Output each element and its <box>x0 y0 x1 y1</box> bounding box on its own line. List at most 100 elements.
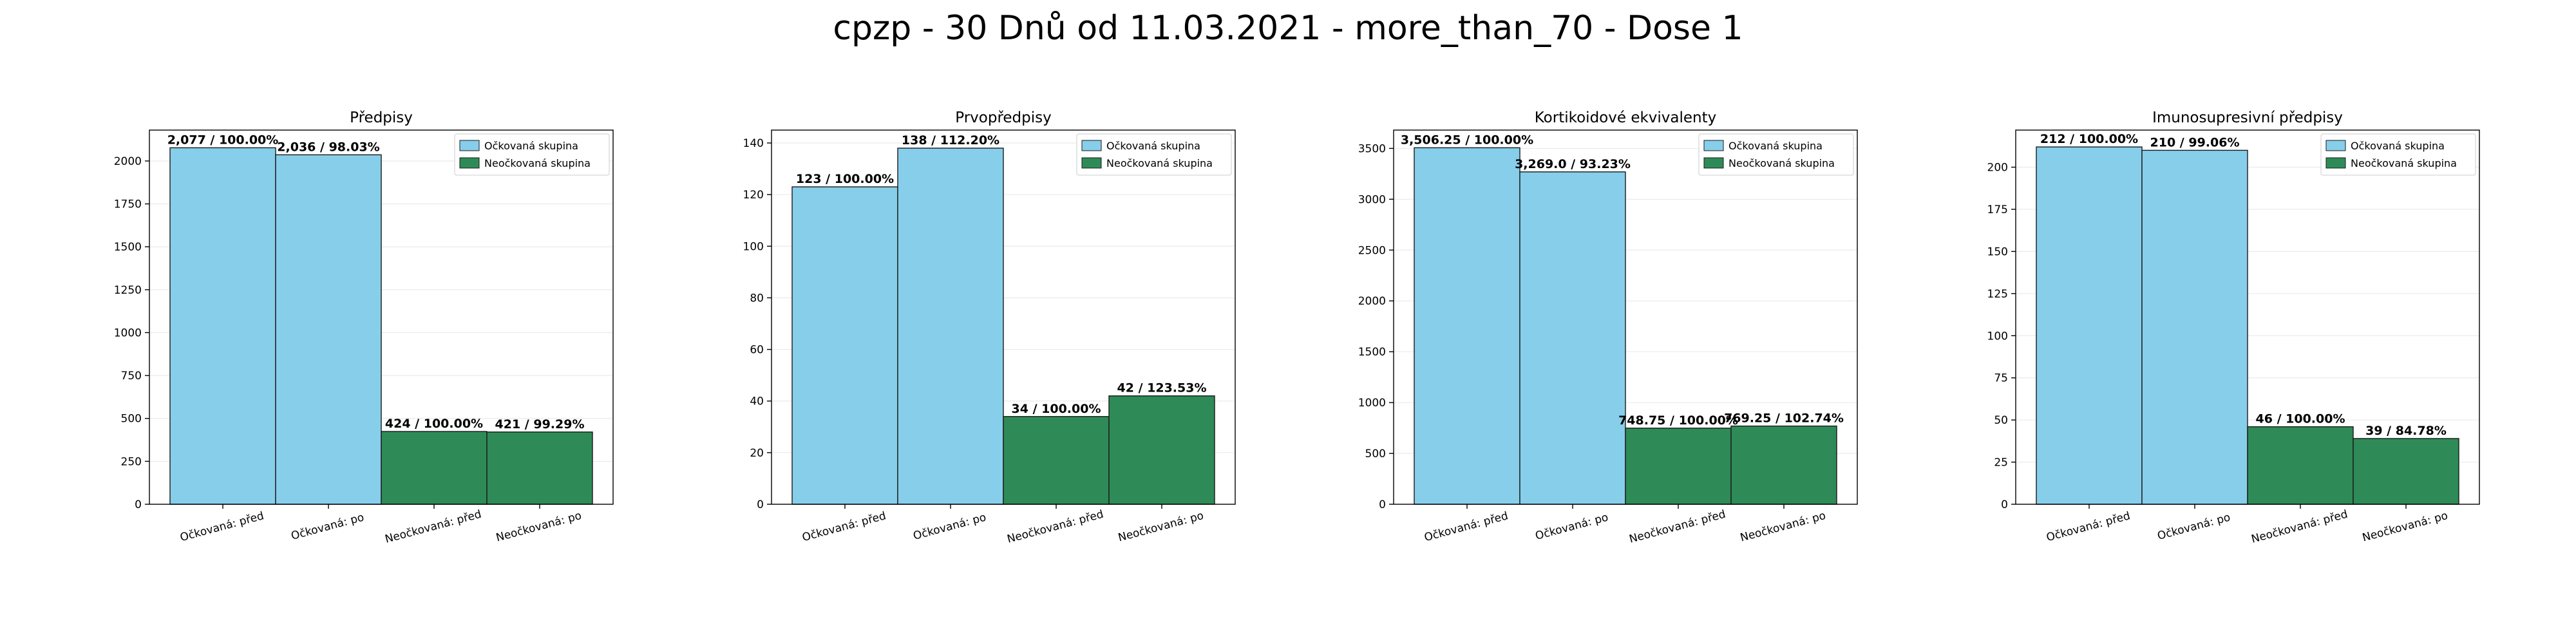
chart-title: Předpisy <box>350 109 413 126</box>
y-tick-label: 25 <box>1994 457 2008 469</box>
y-tick-label: 500 <box>121 413 142 426</box>
y-tick-label: 60 <box>750 344 764 357</box>
y-tick-label: 3500 <box>1358 142 1386 155</box>
y-tick-label: 125 <box>1987 288 2008 301</box>
plot-frame <box>2015 129 2480 505</box>
legend-label: Neočkovaná skupina <box>1728 157 1835 169</box>
bar <box>791 186 898 505</box>
legend-label: Očkovaná skupina <box>1106 140 1200 152</box>
legend-swatch <box>2325 140 2346 151</box>
legend-label: Neočkovaná skupina <box>2351 157 2457 169</box>
data-label: 123 / 100.00% <box>796 172 894 186</box>
y-tick-label: 0 <box>135 498 142 511</box>
legend: Očkovaná skupina Neočkovaná skupina <box>2320 133 2476 176</box>
x-tick-label: Očkovaná: před <box>2045 509 2131 544</box>
y-tick-label: 140 <box>743 137 764 150</box>
y-tick-label: 1750 <box>114 198 142 211</box>
bar <box>897 147 1004 505</box>
y-tick-label: 175 <box>1987 204 2008 216</box>
legend-swatch <box>1703 157 1724 169</box>
x-tick-label: Očkovaná: před <box>800 509 887 544</box>
x-tick-label: Neočkovaná: před <box>1628 508 1727 546</box>
legend-label: Neočkovaná skupina <box>1106 157 1213 169</box>
x-tick-label: Neočkovaná: po <box>2361 509 2449 545</box>
y-tick-label: 1000 <box>1358 397 1386 410</box>
legend-swatch <box>2325 157 2346 169</box>
y-tick-label: 50 <box>1994 414 2008 427</box>
legend-label: Očkovaná skupina <box>2351 140 2445 152</box>
bar <box>1730 425 1837 505</box>
y-tick-label: 2000 <box>114 155 142 168</box>
legend-swatch <box>1703 140 1724 151</box>
y-tick-label: 150 <box>1987 245 2008 258</box>
y-tick-label: 120 <box>743 189 764 202</box>
chart-title: Prvopředpisy <box>955 109 1052 126</box>
data-label: 421 / 99.29% <box>495 417 585 431</box>
y-tick-label: 250 <box>121 455 142 468</box>
x-tick-label: Očkovaná: po <box>912 511 988 542</box>
y-tick-label: 1500 <box>1358 346 1386 359</box>
y-tick-label: 20 <box>750 447 764 460</box>
chart-panel-1: Předpisy 0 250 500 750 1000 1250 1500 1750 2000 2,… <box>114 109 614 546</box>
y-tick-label: 0 <box>1379 498 1386 511</box>
legend-swatch <box>459 157 480 169</box>
legend: Očkovaná skupina Neočkovaná skupina <box>1076 133 1232 176</box>
y-tick-label: 200 <box>1987 162 2008 175</box>
bar <box>2353 438 2459 505</box>
y-tick-label: 2000 <box>1358 295 1386 308</box>
plot-frame <box>771 129 1236 505</box>
chart-panel-2: Prvopředpisy 0 20 40 60 80 100 120 140 123 / 100.… <box>743 109 1236 546</box>
chart-title: Kortikoidové ekvivalenty <box>1535 109 1717 126</box>
bar <box>1519 171 1626 505</box>
x-tick-label: Očkovaná: po <box>2156 511 2232 542</box>
data-label: 212 / 100.00% <box>2040 132 2138 146</box>
data-label: 2,036 / 98.03% <box>277 140 379 154</box>
bar <box>2036 146 2143 505</box>
data-label: 3,506.25 / 100.00% <box>1401 133 1533 147</box>
y-tick-label: 0 <box>757 498 764 511</box>
bar <box>1414 147 1520 505</box>
data-label: 3,269.0 / 93.23% <box>1515 157 1631 171</box>
y-tick-label: 0 <box>2001 498 2008 511</box>
plot-frame <box>149 129 614 505</box>
y-tick-label: 1000 <box>114 327 142 339</box>
data-label: 42 / 123.53% <box>1117 381 1207 395</box>
data-label: 138 / 112.20% <box>902 133 999 147</box>
y-tick-label: 1250 <box>114 284 142 297</box>
data-label: 424 / 100.00% <box>385 417 483 431</box>
x-tick-label: Neočkovaná: před <box>384 508 483 546</box>
y-tick-label: 1500 <box>114 241 142 254</box>
x-tick-label: Očkovaná: po <box>290 511 366 542</box>
y-tick-label: 3000 <box>1358 193 1386 206</box>
y-tick-label: 80 <box>750 292 764 305</box>
legend-swatch <box>1081 157 1102 169</box>
legend-swatch <box>459 140 480 151</box>
legend: Očkovaná skupina Neočkovaná skupina <box>1698 133 1854 176</box>
figure-title: cpzp - 30 Dnů od 11.03.2021 - more_than_… <box>833 9 1743 48</box>
bar <box>2247 426 2354 505</box>
y-tick-label: 75 <box>1994 372 2008 385</box>
bar <box>2141 149 2248 505</box>
plot-frame <box>1393 129 1858 505</box>
y-tick-label: 100 <box>743 240 764 253</box>
y-tick-label: 2500 <box>1358 244 1386 257</box>
legend-box <box>2320 133 2476 176</box>
bar <box>1108 395 1215 505</box>
bar <box>486 431 593 505</box>
y-tick-label: 40 <box>750 395 764 408</box>
chart-panel-4: Imunosupresivní předpisy 0 25 50 75 100 125 150… <box>1987 109 2480 546</box>
data-label: 769.25 / 102.74% <box>1724 412 1844 426</box>
bar <box>381 431 488 505</box>
data-label: 210 / 99.06% <box>2150 135 2240 149</box>
data-label: 2,077 / 100.00% <box>167 133 279 147</box>
chart-panel-3: Kortikoidové ekvivalenty 0 500 1000 1500 2000… <box>1358 109 1858 546</box>
x-tick-label: Očkovaná: po <box>1534 511 1610 542</box>
data-label: 34 / 100.00% <box>1012 402 1101 416</box>
data-label: 46 / 100.00% <box>2256 412 2345 426</box>
x-tick-label: Neočkovaná: po <box>495 509 583 545</box>
bar <box>1625 428 1732 505</box>
y-tick-label: 500 <box>1365 448 1386 460</box>
legend-label: Očkovaná skupina <box>484 140 578 152</box>
bar <box>275 154 382 505</box>
